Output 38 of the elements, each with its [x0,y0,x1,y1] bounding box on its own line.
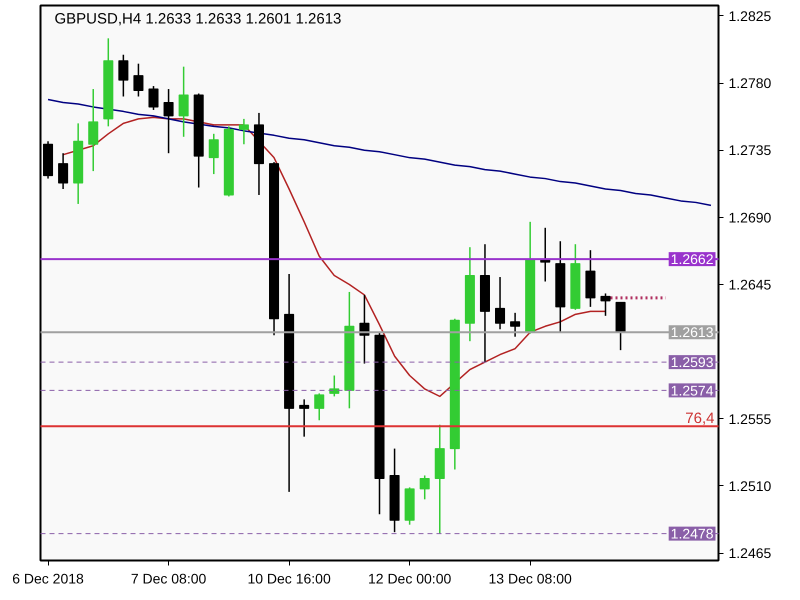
candlestick [118,54,128,98]
x-tick-label: 12 Dec 00:00 [368,570,452,586]
candlestick [58,152,68,190]
candlestick [510,312,520,338]
candlestick [495,276,506,330]
candlestick [299,398,310,438]
x-tick-label: 6 Dec 2018 [12,570,84,586]
candlestick [420,474,430,500]
annotation: 76,4 [685,410,715,428]
y-tick-label: 1.2645 [728,276,772,292]
ref-line-label: 1.2593 [670,354,714,370]
candlestick [208,133,219,175]
line-series [62,116,606,398]
chart-title: GBPUSD,H4 1.2633 1.2633 1.2601 1.2613 [54,10,342,28]
candlestick [600,292,611,317]
y-tick-label: 1.2780 [728,75,772,92]
y-tick-label: 1.2735 [728,142,772,158]
ref-line-label: 1.2478 [670,526,714,542]
x-tick-label: 13 Dec 08:00 [488,570,572,586]
y-tick-label: 1.2825 [728,8,772,24]
ref-line-label: 1.2662 [670,251,714,268]
y-tick-label: 1.2465 [728,545,772,562]
ref-line-label: 1.2574 [670,382,714,398]
y-tick-label: 1.2690 [728,209,772,226]
candlestick [329,374,340,398]
candlestick [238,118,249,145]
candlestick [133,62,144,98]
candlestick [178,66,189,138]
y-tick-label: 1.2510 [728,478,772,494]
candlestick [148,85,159,111]
line-series [47,98,712,206]
candlestick [164,88,174,154]
ref-line-label: 1.2613 [670,324,714,340]
x-tick-label: 7 Dec 08:00 [130,570,207,586]
candlestick [88,88,98,172]
y-tick-label: 1.2555 [728,410,772,427]
candlestick [314,392,324,422]
x-tick-label: 10 Dec 16:00 [247,570,331,586]
